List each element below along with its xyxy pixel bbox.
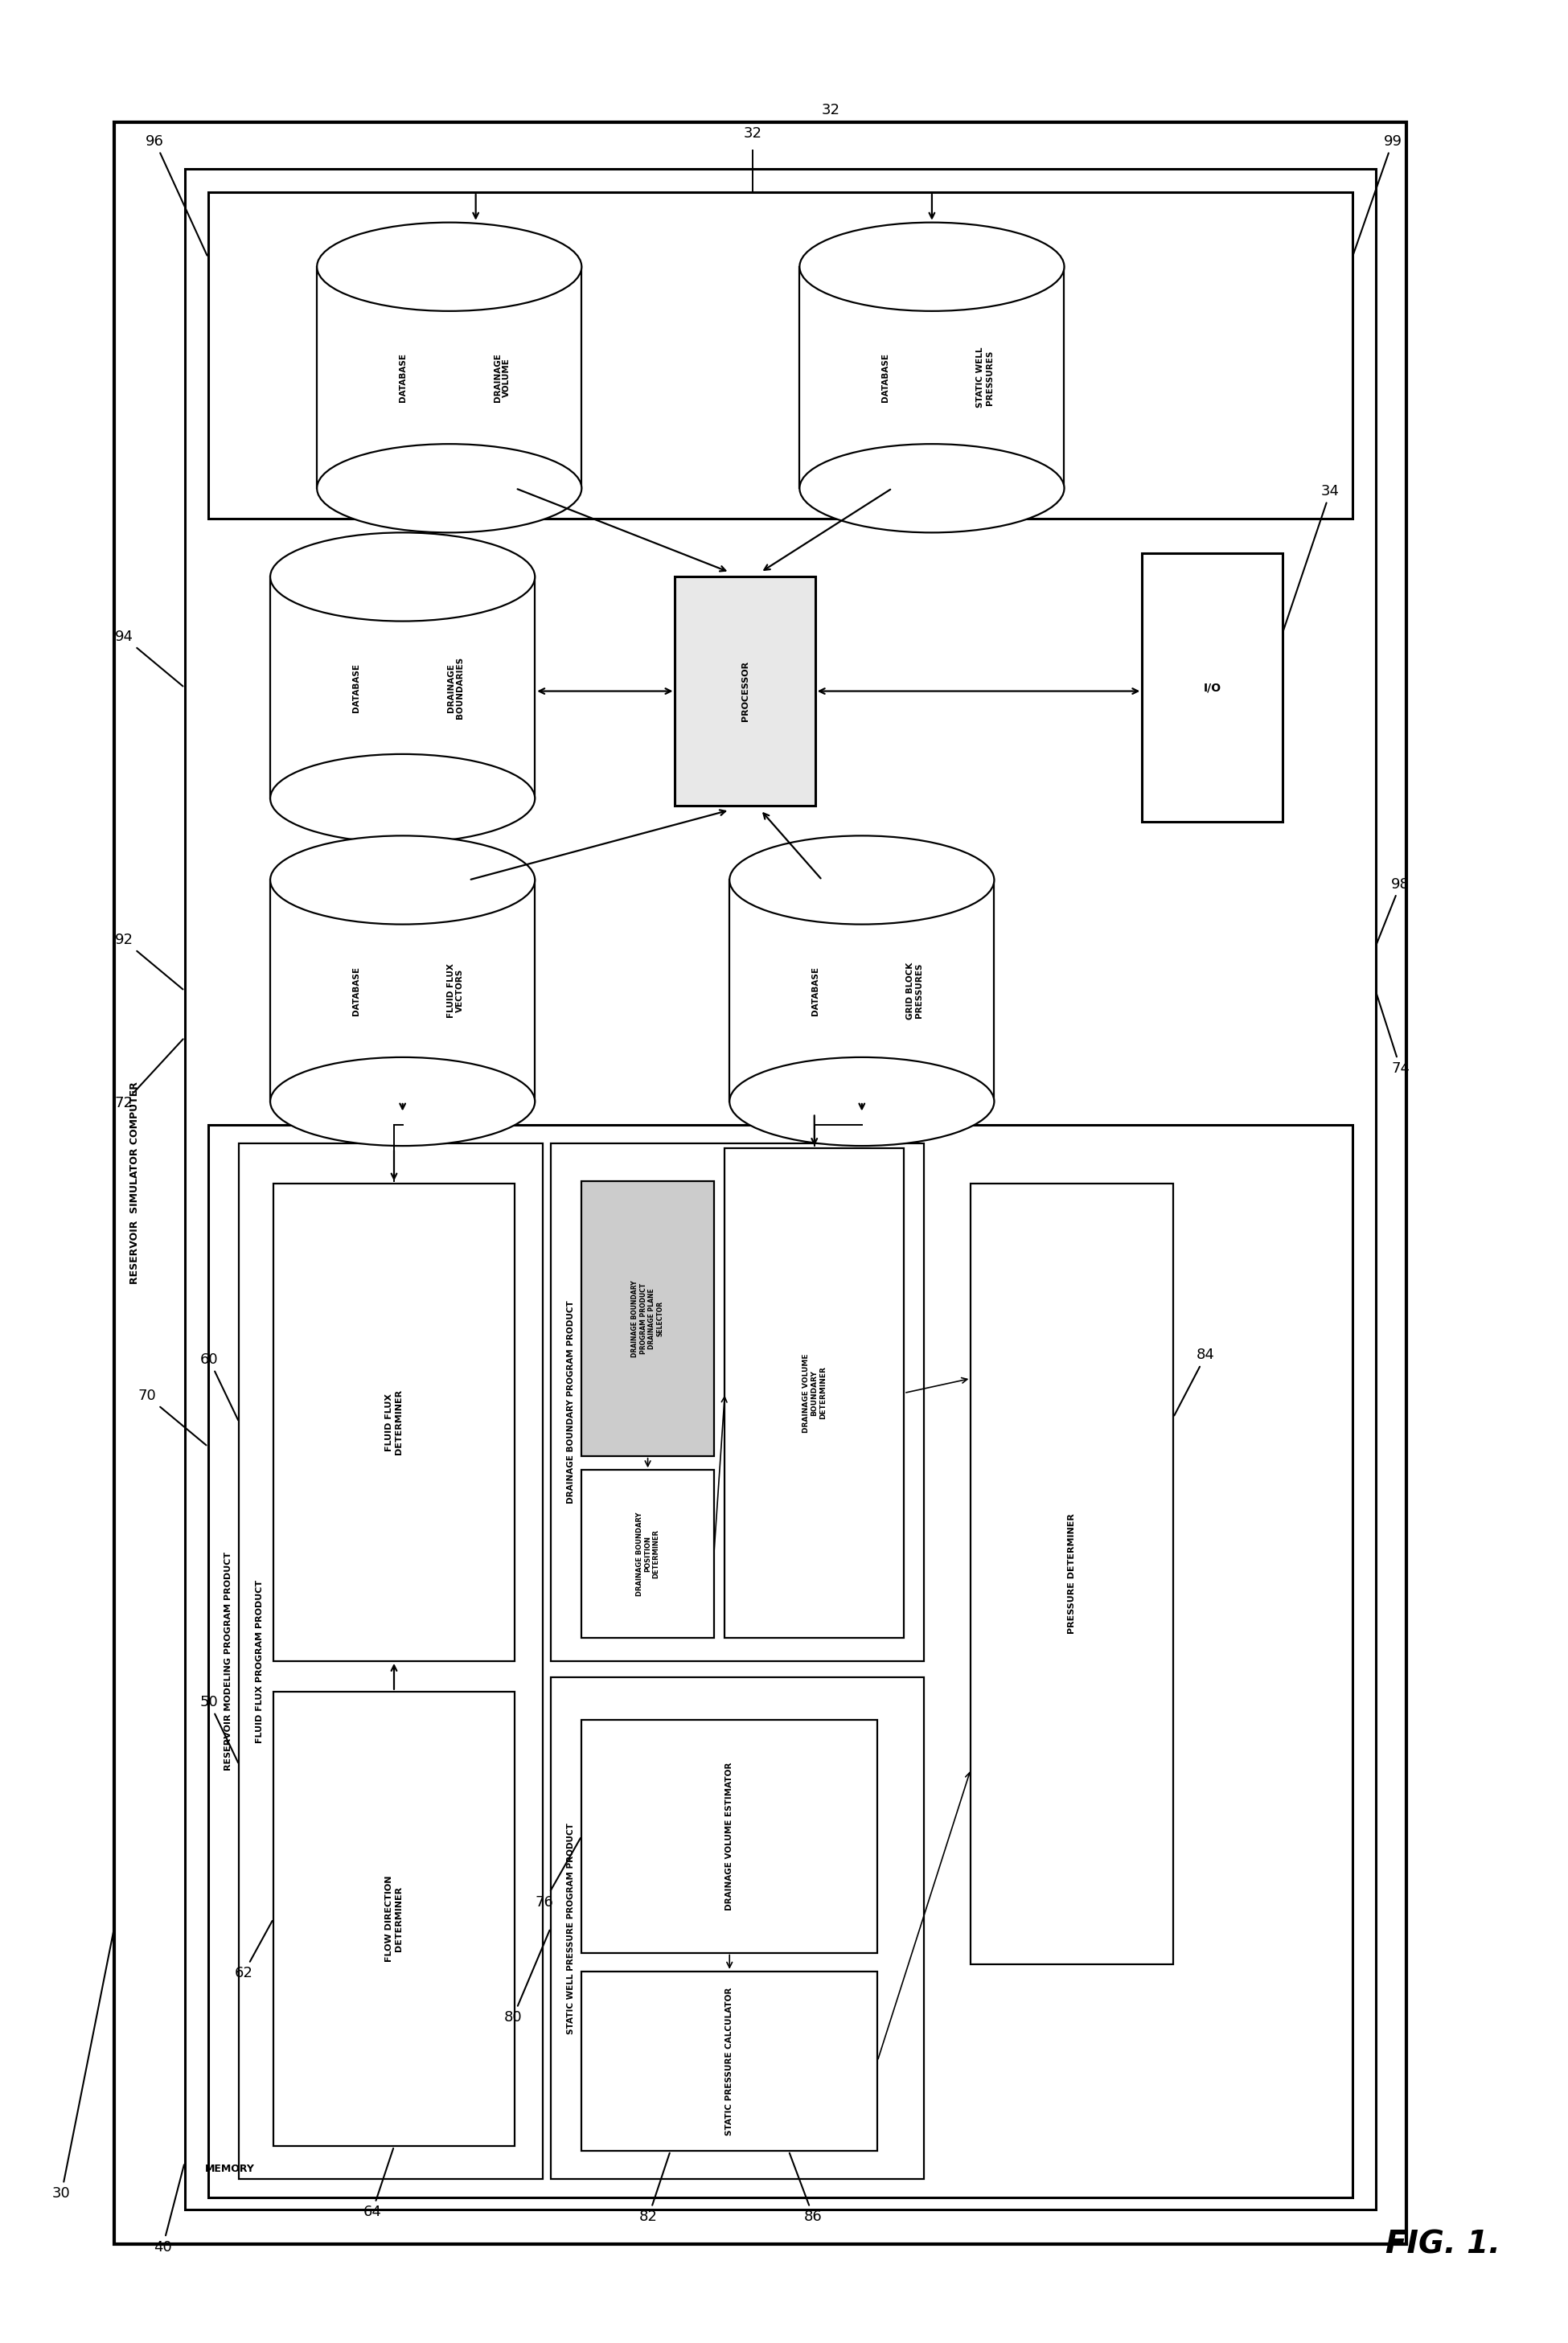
FancyBboxPatch shape — [582, 1181, 713, 1455]
FancyBboxPatch shape — [209, 192, 1352, 518]
Text: STATIC PRESSURE CALCULATOR: STATIC PRESSURE CALCULATOR — [726, 1987, 734, 2134]
FancyBboxPatch shape — [550, 1678, 924, 2179]
Text: FLUID FLUX PROGRAM PRODUCT: FLUID FLUX PROGRAM PRODUCT — [256, 1579, 263, 1743]
Text: 84: 84 — [1174, 1347, 1215, 1415]
Text: 74: 74 — [1377, 993, 1410, 1075]
Text: 32: 32 — [743, 127, 762, 141]
Bar — [800, 267, 1065, 487]
Text: MEMORY: MEMORY — [205, 2163, 254, 2174]
Ellipse shape — [317, 223, 582, 312]
Ellipse shape — [270, 836, 535, 925]
Text: 50: 50 — [201, 1696, 238, 1762]
Text: 86: 86 — [789, 2153, 823, 2224]
Bar — [729, 881, 994, 1101]
Ellipse shape — [800, 223, 1065, 312]
Text: 40: 40 — [154, 2165, 183, 2254]
Text: DATABASE: DATABASE — [812, 965, 820, 1015]
Text: PRESSURE DETERMINER: PRESSURE DETERMINER — [1068, 1514, 1076, 1633]
Bar — [270, 576, 535, 799]
Text: DATABASE: DATABASE — [398, 354, 408, 403]
Text: GRID BLOCK
PRESSURES: GRID BLOCK PRESSURES — [906, 963, 924, 1019]
Text: 70: 70 — [138, 1389, 207, 1446]
Text: 34: 34 — [1283, 485, 1339, 633]
FancyBboxPatch shape — [273, 1692, 514, 2146]
FancyBboxPatch shape — [209, 1125, 1352, 2198]
Text: STATIC WELL
PRESSURES: STATIC WELL PRESSURES — [977, 347, 994, 408]
Text: STATIC WELL PRESSURE PROGRAM PRODUCT: STATIC WELL PRESSURE PROGRAM PRODUCT — [566, 1823, 575, 2034]
FancyBboxPatch shape — [550, 1143, 924, 1661]
Text: DRAINAGE VOLUME ESTIMATOR: DRAINAGE VOLUME ESTIMATOR — [726, 1762, 734, 1910]
Bar — [270, 881, 535, 1101]
Text: DRAINAGE BOUNDARY PROGRAM PRODUCT: DRAINAGE BOUNDARY PROGRAM PRODUCT — [566, 1300, 575, 1504]
Text: RESERVOIR MODELING PROGRAM PRODUCT: RESERVOIR MODELING PROGRAM PRODUCT — [224, 1551, 232, 1771]
FancyBboxPatch shape — [582, 1469, 713, 1638]
Ellipse shape — [729, 836, 994, 925]
Ellipse shape — [729, 836, 994, 925]
FancyBboxPatch shape — [114, 122, 1406, 2245]
Text: PROCESSOR: PROCESSOR — [742, 661, 750, 722]
Text: 72: 72 — [114, 1038, 183, 1111]
Text: FLOW DIRECTION
DETERMINER: FLOW DIRECTION DETERMINER — [386, 1877, 403, 1961]
Text: DATABASE: DATABASE — [881, 354, 889, 403]
Ellipse shape — [270, 1057, 535, 1146]
Ellipse shape — [270, 754, 535, 843]
FancyBboxPatch shape — [1142, 553, 1283, 822]
Ellipse shape — [317, 443, 582, 532]
Ellipse shape — [270, 532, 535, 621]
Ellipse shape — [800, 223, 1065, 312]
FancyBboxPatch shape — [724, 1148, 903, 1638]
Text: 32: 32 — [822, 103, 840, 117]
FancyBboxPatch shape — [273, 1183, 514, 1661]
Text: DRAINAGE VOLUME
BOUNDARY
DETERMINER: DRAINAGE VOLUME BOUNDARY DETERMINER — [803, 1354, 826, 1432]
Ellipse shape — [729, 1057, 994, 1146]
FancyBboxPatch shape — [238, 1143, 543, 2179]
Ellipse shape — [270, 532, 535, 621]
Text: 30: 30 — [52, 1928, 114, 2200]
Text: DRAINAGE BOUNDARY
PROGRAM PRODUCT
DRAINAGE PLANE
SELECTOR: DRAINAGE BOUNDARY PROGRAM PRODUCT DRAINA… — [632, 1279, 663, 1357]
Ellipse shape — [317, 223, 582, 312]
Text: 92: 92 — [114, 933, 183, 989]
Text: 80: 80 — [503, 1931, 550, 2024]
Text: DATABASE: DATABASE — [353, 965, 361, 1015]
FancyBboxPatch shape — [582, 1970, 878, 2151]
Text: RESERVOIR  SIMULATOR COMPUTER: RESERVOIR SIMULATOR COMPUTER — [130, 1082, 140, 1284]
Text: DRAINAGE
BOUNDARIES: DRAINAGE BOUNDARIES — [447, 656, 464, 719]
Text: 94: 94 — [114, 630, 183, 686]
Ellipse shape — [270, 836, 535, 925]
Text: I/O: I/O — [1203, 682, 1221, 694]
Text: 62: 62 — [235, 1921, 273, 1980]
Text: DATABASE: DATABASE — [353, 663, 361, 712]
Text: 64: 64 — [362, 2149, 394, 2219]
Text: DRAINAGE BOUNDARY
POSITION
DETERMINER: DRAINAGE BOUNDARY POSITION DETERMINER — [635, 1511, 660, 1596]
FancyBboxPatch shape — [185, 169, 1375, 2209]
Text: 96: 96 — [146, 134, 207, 255]
Ellipse shape — [800, 443, 1065, 532]
FancyBboxPatch shape — [971, 1183, 1173, 1963]
Text: 98: 98 — [1377, 876, 1410, 944]
Text: 76: 76 — [535, 1837, 580, 1910]
Text: FLUID FLUX
DETERMINER: FLUID FLUX DETERMINER — [386, 1389, 403, 1455]
Text: DRAINAGE
VOLUME: DRAINAGE VOLUME — [494, 354, 511, 403]
FancyBboxPatch shape — [582, 1720, 878, 1952]
Text: 60: 60 — [201, 1352, 238, 1420]
Bar — [317, 267, 582, 487]
Text: FLUID FLUX
VECTORS: FLUID FLUX VECTORS — [447, 963, 464, 1019]
Text: FIG. 1.: FIG. 1. — [1385, 2228, 1501, 2259]
Text: 99: 99 — [1353, 134, 1402, 255]
FancyBboxPatch shape — [674, 576, 815, 806]
Text: 82: 82 — [640, 2153, 670, 2224]
